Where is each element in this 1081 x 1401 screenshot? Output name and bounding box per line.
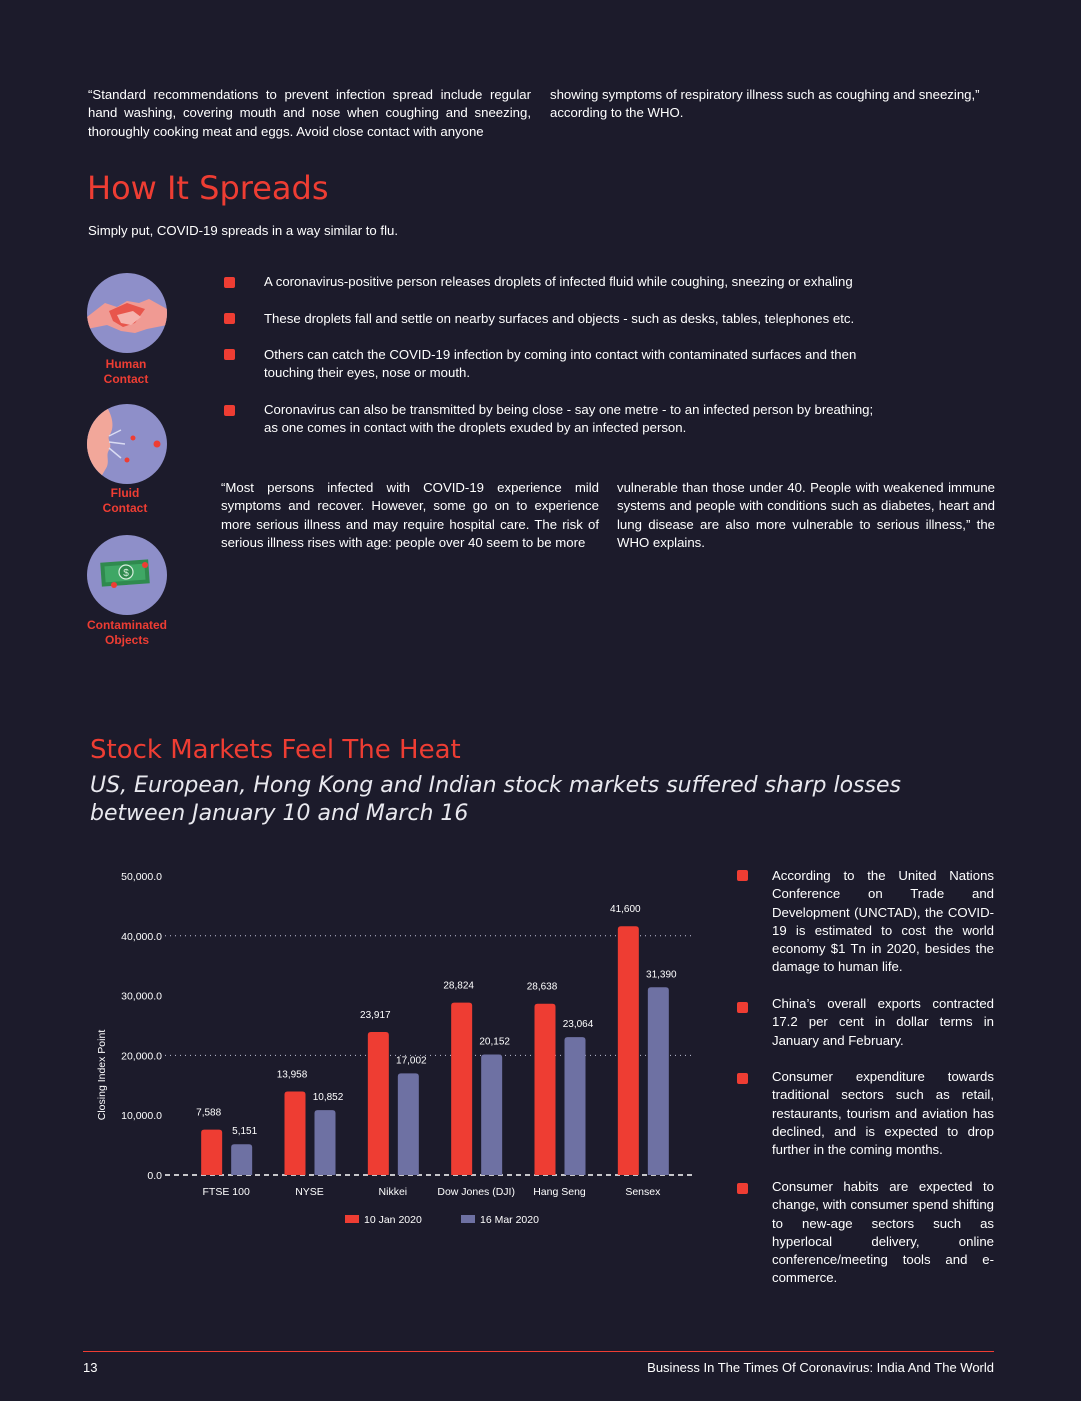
label-line-1: Contaminated <box>86 618 167 632</box>
section-title-stock-markets: Stock Markets Feel The Heat <box>90 735 461 765</box>
sneeze-icon <box>87 404 167 484</box>
label-line-2: Contact <box>102 501 148 515</box>
bar-mar <box>231 1144 253 1175</box>
page-number: 13 <box>83 1360 98 1375</box>
bullet-marker <box>224 277 235 288</box>
category-label: FTSE 100 <box>203 1186 250 1198</box>
section-title-how-it-spreads: How It Spreads <box>87 169 329 207</box>
bullet-marker <box>224 405 235 416</box>
spread-bullet-4: Coronavirus can also be transmitted by b… <box>264 402 874 436</box>
bar-mar <box>314 1110 336 1175</box>
label-line-2: Objects <box>104 633 149 647</box>
who-quote-column-1: “Most persons infected with COVID-19 exp… <box>221 480 599 551</box>
bullet-marker <box>737 1073 748 1084</box>
bar-mar <box>564 1037 586 1175</box>
handshake-icon <box>87 273 167 353</box>
bar-mar <box>397 1073 419 1175</box>
y-tick-label: 20,000.0 <box>121 1050 162 1062</box>
label-line-1: Fluid <box>110 486 140 500</box>
bar-value-label: 28,824 <box>443 981 474 992</box>
bar-value-label: 13,958 <box>277 1070 308 1081</box>
legend-swatch <box>461 1215 475 1223</box>
spread-bullet-3: Others can catch the COVID-19 infection … <box>264 347 857 381</box>
bar-value-label: 20,152 <box>479 1036 510 1047</box>
icon-label-human-contact: Human Contact <box>76 357 176 387</box>
bar-value-label: 31,390 <box>646 969 677 980</box>
spread-bullet-1: A coronavirus-positive person releases d… <box>264 274 853 289</box>
who-quote-column-2: vulnerable than those under 40. People w… <box>617 480 995 551</box>
bullet-marker <box>224 313 235 324</box>
icon-label-fluid-contact: Fluid Contact <box>75 486 175 516</box>
bar-jan <box>367 1031 389 1175</box>
stock-bullet-4: Consumer habits are expected to change, … <box>772 1179 994 1286</box>
footer-title: Business In The Times Of Coronavirus: In… <box>647 1360 994 1375</box>
footer-divider <box>83 1351 994 1352</box>
chart-category-labels: FTSE 100 NYSE Nikkei Dow Jones (DJI) Hang Se… <box>203 1186 662 1198</box>
category-label: Nikkei <box>379 1186 408 1198</box>
chart-value-labels: 7,588 5,151 13,958 10,852 23,917 17,002 28,824… <box>196 904 677 1137</box>
bullet-marker <box>737 1183 748 1194</box>
bar-value-label: 23,064 <box>563 1019 594 1030</box>
bar-value-label: 5,151 <box>232 1126 257 1137</box>
bar-mar <box>647 987 669 1175</box>
chart-gridlines <box>165 935 695 1176</box>
bar-jan <box>617 926 639 1175</box>
stock-bullet-3: Consumer expenditure towards traditional… <box>772 1069 994 1158</box>
section-subtitle-stock-markets: US, European, Hong Kong and Indian stock… <box>90 773 901 826</box>
y-tick-label: 10,000.0 <box>121 1110 162 1122</box>
stock-bullet-2: China’s overall exports contracted 17.2 … <box>772 996 994 1048</box>
bar-mar <box>481 1054 503 1175</box>
chart-y-axis-label: Closing Index Point <box>96 1030 108 1121</box>
chart-bars <box>201 926 669 1175</box>
money-icon: $ <box>87 535 167 615</box>
bullet-marker <box>737 1002 748 1013</box>
bar-value-label: 28,638 <box>527 982 558 993</box>
bar-value-label: 7,588 <box>196 1108 221 1119</box>
icon-label-contaminated-objects: Contaminated Objects <box>77 618 177 648</box>
bar-jan <box>201 1129 223 1175</box>
category-label: Dow Jones (DJI) <box>437 1186 515 1198</box>
category-label: Hang Seng <box>533 1186 586 1198</box>
y-tick-label: 40,000.0 <box>121 931 162 943</box>
label-line-1: Human <box>105 357 147 371</box>
stock-index-bar-chart: 0.0 10,000.0 20,000.0 30,000.0 40,000.0 50,00… <box>96 871 695 1226</box>
intro-column-1: “Standard recommendations to prevent inf… <box>88 87 531 139</box>
bar-jan <box>284 1091 306 1175</box>
bar-jan <box>451 1002 473 1175</box>
svg-text:$: $ <box>123 568 129 579</box>
bar-value-label: 23,917 <box>360 1010 391 1021</box>
bullet-marker <box>224 349 235 360</box>
chart-legend: 10 Jan 2020 16 Mar 2020 <box>345 1214 539 1226</box>
label-line-2: Contact <box>103 372 149 386</box>
legend-label: 10 Jan 2020 <box>364 1214 422 1226</box>
chart-y-ticks: 0.0 10,000.0 20,000.0 30,000.0 40,000.0 50,00… <box>121 871 162 1182</box>
stock-bullet-1: According to the United Nations Conferen… <box>772 868 994 975</box>
bar-jan <box>534 1003 556 1175</box>
intro-column-2: showing symptoms of respiratory illness … <box>550 87 980 121</box>
bar-value-label: 17,002 <box>396 1055 427 1066</box>
category-label: Sensex <box>625 1186 661 1198</box>
y-tick-label: 50,000.0 <box>121 871 162 883</box>
y-tick-label: 0.0 <box>147 1170 162 1182</box>
legend-label: 16 Mar 2020 <box>480 1214 539 1226</box>
section-subtitle: Simply put, COVID-19 spreads in a way si… <box>88 223 399 238</box>
legend-swatch <box>345 1215 359 1223</box>
spread-bullet-2: These droplets fall and settle on nearby… <box>264 311 855 326</box>
bullet-marker <box>737 870 748 881</box>
category-label: NYSE <box>295 1186 324 1198</box>
bar-value-label: 10,852 <box>313 1092 344 1103</box>
bar-value-label: 41,600 <box>610 904 641 915</box>
y-tick-label: 30,000.0 <box>121 991 162 1003</box>
